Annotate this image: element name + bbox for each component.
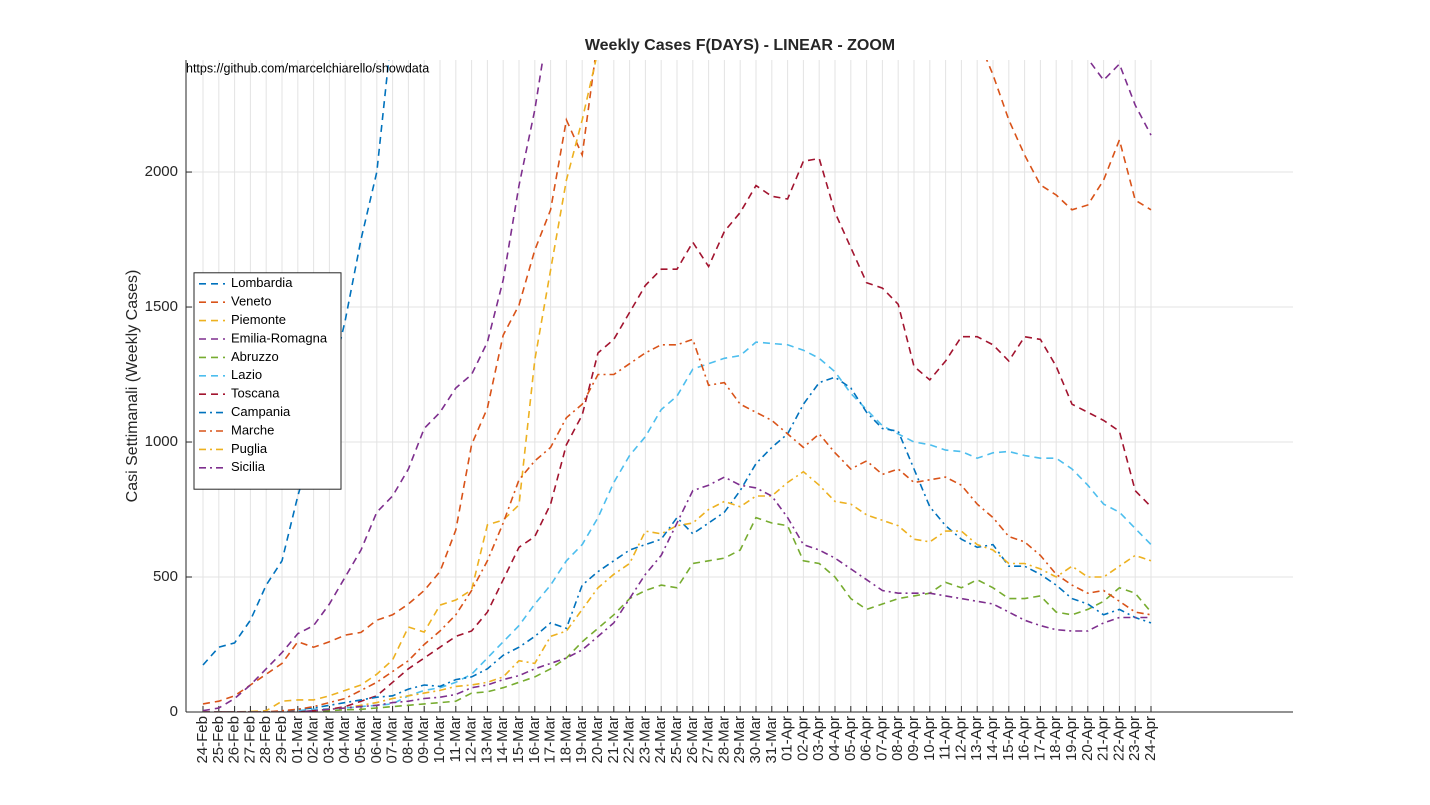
x-tick-label: 13-Mar xyxy=(478,716,495,764)
x-tick-label: 13-Apr xyxy=(968,716,985,761)
series-line xyxy=(203,516,1152,712)
y-tick-label: 1500 xyxy=(145,298,178,315)
plot-area xyxy=(186,60,1293,712)
x-tick-label: 29-Feb xyxy=(273,716,290,764)
x-tick-label: 08-Apr xyxy=(889,716,906,761)
x-tick-label: 27-Mar xyxy=(700,716,717,764)
x-tick-label: 05-Mar xyxy=(352,716,369,764)
x-tick-label: 06-Mar xyxy=(368,716,385,764)
x-tick-label: 29-Mar xyxy=(731,716,748,764)
legend-label: Emilia-Romagna xyxy=(231,330,328,345)
x-tick-label: 27-Feb xyxy=(241,716,258,764)
x-tick-label: 23-Mar xyxy=(636,716,653,764)
x-tick-label: 17-Apr xyxy=(1031,716,1048,761)
x-tick-label: 16-Apr xyxy=(1016,716,1033,761)
x-tick-label: 26-Feb xyxy=(226,716,243,764)
legend-label: Lazio xyxy=(231,367,262,382)
legend-box xyxy=(193,272,342,490)
y-axis-label: Casi Settimanali (Weekly Cases) xyxy=(124,270,141,503)
series-line xyxy=(202,60,1152,712)
x-tick-label: 18-Apr xyxy=(1047,716,1064,761)
x-tick-label: 24-Feb xyxy=(194,716,211,764)
series-line xyxy=(203,476,1151,712)
x-tick-label: 31-Mar xyxy=(763,716,780,764)
x-tick-label: 07-Apr xyxy=(873,716,890,761)
x-tick-label: 06-Apr xyxy=(858,716,875,761)
x-tick-label: 25-Mar xyxy=(668,716,685,764)
legend-label: Lombardia xyxy=(231,275,293,290)
legend-label: Piemonte xyxy=(231,312,286,327)
x-tick-label: 28-Mar xyxy=(715,716,732,764)
legend-label: Puglia xyxy=(231,441,268,456)
x-tick-label: 03-Apr xyxy=(810,716,827,761)
x-tick-label: 25-Feb xyxy=(210,716,227,764)
x-tick-label: 09-Mar xyxy=(415,716,432,764)
legend-label: Campania xyxy=(231,404,291,419)
series-line xyxy=(203,376,1152,712)
x-tick-label: 10-Mar xyxy=(431,716,448,764)
x-tick-label: 02-Mar xyxy=(305,716,322,764)
x-tick-label: 26-Mar xyxy=(684,716,701,764)
x-tick-label: 07-Mar xyxy=(384,716,401,764)
legend-label: Sicilia xyxy=(231,459,266,474)
legend-label: Abruzzo xyxy=(231,349,279,364)
x-tick-label: 20-Apr xyxy=(1079,716,1096,761)
series-line xyxy=(203,470,1152,712)
legend-label: Marche xyxy=(231,422,274,437)
x-tick-label: 18-Mar xyxy=(557,716,574,764)
series-line xyxy=(202,60,1152,705)
x-tick-label: 15-Mar xyxy=(510,716,527,764)
x-tick-label: 11-Apr xyxy=(937,716,954,760)
legend-label: Veneto xyxy=(231,294,272,309)
series-line xyxy=(203,157,1152,712)
x-tick-label: 21-Mar xyxy=(605,716,622,764)
x-tick-label: 24-Mar xyxy=(652,716,669,764)
x-tick-label: 10-Apr xyxy=(921,716,938,761)
x-tick-label: 22-Mar xyxy=(621,716,638,764)
x-tick-label: 05-Apr xyxy=(842,716,859,761)
x-tick-label: 04-Apr xyxy=(826,716,843,761)
x-tick-label: 21-Apr xyxy=(1095,716,1112,761)
annotation: https://github.com/marcelchiarello/showd… xyxy=(186,61,429,75)
x-tick-label: 01-Mar xyxy=(289,716,306,764)
x-tick-label: 11-Mar xyxy=(447,716,464,762)
y-tick-label: 2000 xyxy=(145,163,178,180)
x-tick-label: 22-Apr xyxy=(1110,716,1127,761)
y-tick-label: 0 xyxy=(170,703,178,720)
x-tick-label: 02-Apr xyxy=(794,716,811,761)
x-tick-label: 30-Mar xyxy=(747,716,764,764)
x-tick-label: 16-Mar xyxy=(526,716,543,764)
x-tick-label: 19-Mar xyxy=(573,716,590,764)
x-tick-label: 12-Apr xyxy=(952,716,969,761)
x-tick-label: 15-Apr xyxy=(1000,716,1017,761)
y-tick-label: 1000 xyxy=(145,433,178,450)
x-tick-label: 14-Mar xyxy=(494,716,511,764)
x-tick-label: 17-Mar xyxy=(542,716,559,764)
x-tick-label: 23-Apr xyxy=(1126,716,1143,761)
x-tick-label: 04-Mar xyxy=(336,716,353,764)
x-tick-label: 20-Mar xyxy=(589,716,606,764)
x-tick-label: 28-Feb xyxy=(257,716,274,764)
x-tick-label: 08-Mar xyxy=(399,716,416,764)
x-tick-label: 14-Apr xyxy=(984,716,1001,761)
x-tick-label: 12-Mar xyxy=(463,716,480,764)
y-tick-label: 500 xyxy=(153,568,178,585)
x-tick-label: 19-Apr xyxy=(1063,716,1080,761)
x-tick-label: 24-Apr xyxy=(1142,716,1159,761)
x-tick-label: 03-Mar xyxy=(320,716,337,764)
x-tick-label: 09-Apr xyxy=(905,716,922,761)
chart-title: Weekly Cases F(DAYS) - LINEAR - ZOOM xyxy=(585,37,895,54)
x-tick-label: 01-Apr xyxy=(779,716,796,761)
legend-label: Toscana xyxy=(231,386,280,401)
